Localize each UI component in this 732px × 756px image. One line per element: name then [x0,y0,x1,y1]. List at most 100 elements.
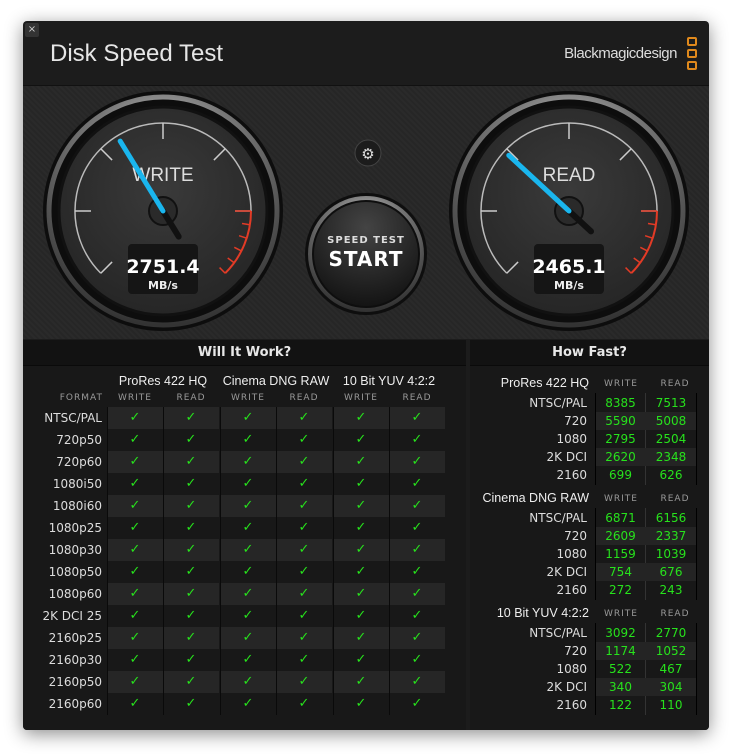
check-icon: ✓ [298,696,310,711]
check-icon: ✓ [298,542,310,557]
row-stripe [163,407,219,429]
gauge-redline [630,210,658,274]
column-divider [595,508,596,600]
speed-row-label: 1080 [556,547,587,561]
column-divider [595,393,596,485]
read-speed-value: 2504 [655,432,687,446]
speed-row-label: NTSC/PAL [529,626,587,640]
how-fast-group-header: 10 Bit YUV 4:2:2 [496,606,589,620]
speed-row-label: 720 [564,414,587,428]
check-icon: ✓ [242,542,254,557]
gauge-rim [452,94,686,328]
check-icon: ✓ [129,432,141,447]
settings-button[interactable]: ⚙ [354,139,382,167]
gauge-scale-arc [74,122,252,274]
column-divider [696,623,697,715]
speed-row-label: 2160 [556,468,587,482]
check-icon: ✓ [411,564,423,579]
format-column-header: FORMAT [59,393,103,403]
column-divider [163,407,164,715]
check-icon: ✓ [355,410,367,425]
check-icon: ✓ [355,696,367,711]
how-fast-group-header: Cinema DNG RAW [482,491,590,505]
check-icon: ✓ [411,696,423,711]
write-speed-value: 2795 [605,432,636,446]
speed-row-label: 720 [564,529,587,543]
row-stripe [276,583,332,605]
read-speed-value: 2348 [655,450,687,464]
gauge-label: WRITE [132,165,193,186]
read-speed-value: 304 [659,680,683,694]
check-icon: ✓ [298,498,310,513]
row-stripe [163,495,219,517]
check-icon: ✓ [298,410,310,425]
gauge-tick [506,148,519,161]
close-button[interactable]: × [25,23,39,37]
read-speed-value: 676 [659,565,683,579]
check-icon: ✓ [242,498,254,513]
read-speed-value: 1039 [655,547,687,561]
read-column-header: READ [402,393,432,403]
check-icon: ✓ [129,674,141,689]
read-column-header: READ [660,609,690,619]
check-icon: ✓ [242,608,254,623]
format-row-label: 1080p60 [48,587,102,601]
check-icon: ✓ [129,630,141,645]
read-speed-value: 626 [659,468,683,482]
check-icon: ✓ [298,586,310,601]
start-button-label: START [328,247,403,271]
gauge-label: READ [543,165,596,186]
gauge-tick [619,148,632,161]
check-icon: ✓ [298,608,310,623]
check-icon: ✓ [129,586,141,601]
gauge-value: 2465.1 [532,256,605,278]
row-stripe [220,407,276,429]
speed-row-label: 2K DCI [546,680,587,694]
format-row-label: 2160p60 [48,697,102,711]
check-icon: ✓ [185,630,197,645]
check-icon: ✓ [242,696,254,711]
column-divider [107,407,108,715]
check-icon: ✓ [185,608,197,623]
check-icon: ✓ [185,652,197,667]
speed-row-label: 2K DCI [546,450,587,464]
check-icon: ✓ [355,674,367,689]
start-button-rim [308,196,424,312]
row-stripe [333,407,389,429]
check-icon: ✓ [298,652,310,667]
check-icon: ✓ [411,542,423,557]
brand-logo-icon [687,37,699,73]
gauge-value: 2751.4 [126,256,199,278]
row-stripe [333,671,389,693]
gauge-red-tick [227,257,235,264]
gauge-red-tick [633,257,641,264]
needle-tail [160,208,182,240]
format-row-label: 1080i50 [52,477,102,491]
gauge-rim [46,94,280,328]
write-speed-value: 754 [609,565,632,579]
check-icon: ✓ [411,410,423,425]
needle [117,138,166,214]
row-stripe [596,448,696,466]
needle [506,152,572,214]
gauge-red-tick [647,222,657,226]
column-divider [645,508,646,600]
format-row-label: 2K DCI 25 [42,609,102,623]
row-stripe [163,451,219,473]
gauge-red-tick [219,267,226,274]
needle-tail [566,208,595,235]
row-stripe [276,495,332,517]
row-stripe [596,678,696,696]
row-stripe [333,539,389,561]
check-icon: ✓ [242,410,254,425]
app-window: × Disk Speed Test Blackmagicdesign WRITE… [23,21,709,730]
row-stripe [276,451,332,473]
row-stripe [220,671,276,693]
check-icon: ✓ [355,432,367,447]
check-icon: ✓ [298,520,310,535]
check-icon: ✓ [411,608,423,623]
check-icon: ✓ [411,476,423,491]
format-group-header: Cinema DNG RAW [222,374,330,388]
gauge-redline [224,210,252,274]
